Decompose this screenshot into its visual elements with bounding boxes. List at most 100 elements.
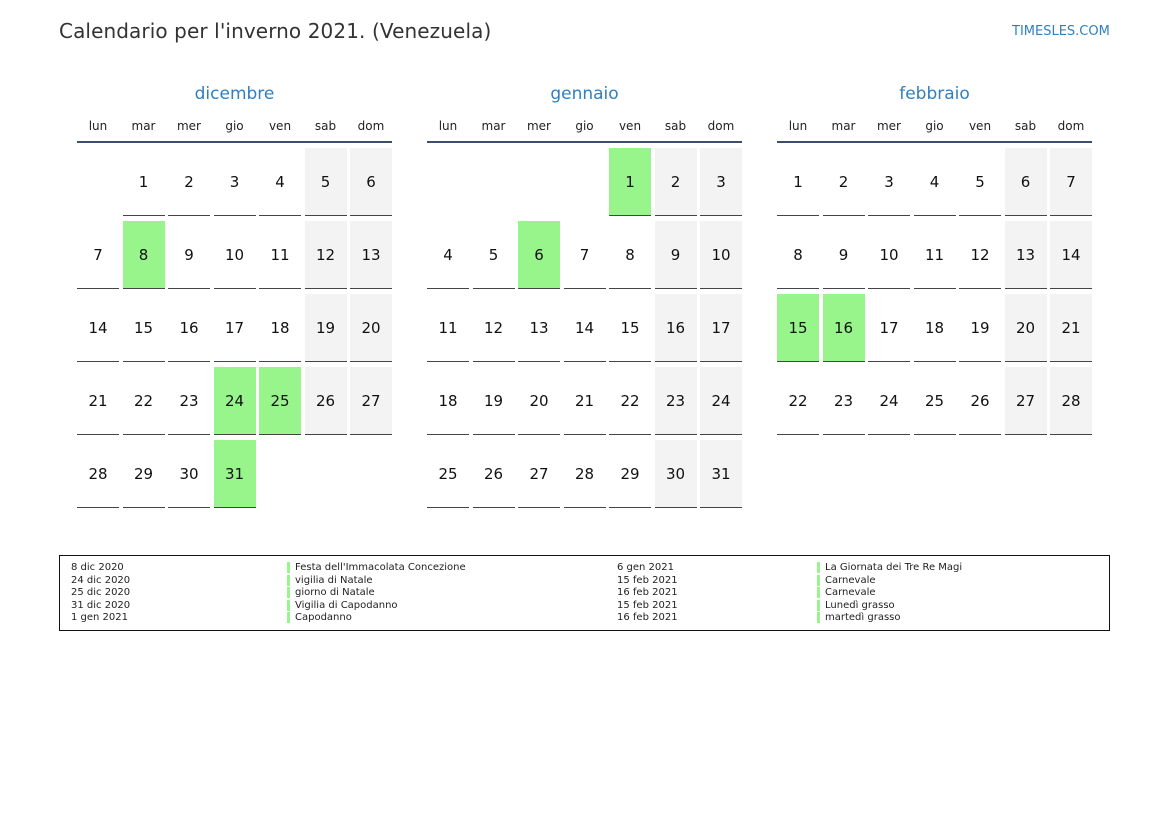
day-cell: 5	[472, 221, 515, 289]
month-name: dicembre	[194, 84, 275, 104]
weekday-label: dom	[707, 119, 735, 133]
day-cell: 26	[959, 367, 1001, 435]
day-cell: 15	[122, 294, 165, 362]
legend-holiday-name: martedì grasso	[825, 612, 901, 623]
weekday-label: dom	[357, 119, 385, 133]
weekday-label: mar	[481, 119, 506, 133]
weekday-label: ven	[268, 119, 292, 133]
day-cell: 16	[654, 294, 697, 362]
day-cell: 29	[122, 440, 165, 508]
day-cell: 1	[122, 148, 165, 216]
legend-holiday-marker	[817, 612, 820, 623]
legend-holiday-name: Carnevale	[825, 574, 876, 586]
legend-date: 16 feb 2021	[617, 587, 678, 598]
header-divider	[777, 141, 1092, 143]
legend-date: 15 feb 2021	[617, 574, 678, 586]
day-cell: 22	[777, 367, 819, 435]
legend-holiday-name: Capodanno	[295, 612, 352, 623]
day-cell: 3	[700, 148, 742, 216]
day-cell: 6	[1004, 148, 1047, 216]
legend-holiday-name: giorno di Natale	[295, 587, 375, 598]
weekday-header: lun mar mer gio ven sab dom	[427, 119, 742, 135]
day-cell: 7	[563, 221, 606, 289]
day-cell: 26	[304, 367, 347, 435]
day-cell: 2	[822, 148, 865, 216]
header-divider	[427, 141, 742, 143]
day-cell: 27	[518, 440, 560, 508]
day-cell: 18	[427, 367, 469, 435]
day-cell: 31	[700, 440, 742, 508]
legend-holiday-name: vigilia di Natale	[295, 574, 373, 586]
day-cell: 19	[959, 294, 1001, 362]
legend-date: 16 feb 2021	[617, 612, 678, 623]
day-cell: 12	[959, 221, 1001, 289]
weekday-label: gio	[225, 119, 244, 133]
weekday-label: sab	[314, 119, 337, 133]
day-cell: 4	[259, 148, 301, 216]
weekday-label: mar	[131, 119, 156, 133]
day-cell: 10	[213, 221, 256, 289]
legend-date: 25 dic 2020	[71, 587, 131, 598]
day-cell: 22	[609, 367, 651, 435]
day-cell: 17	[213, 294, 256, 362]
day-cell: 13	[518, 294, 560, 362]
day-cell: 11	[259, 221, 301, 289]
day-cell: 15	[609, 294, 651, 362]
legend-holiday-name: Festa dell'Immacolata Concezione	[295, 562, 466, 573]
brand-link[interactable]: TIMESLES.COM	[1012, 24, 1110, 39]
day-cell: 27	[1004, 367, 1047, 435]
holiday-day-cell: 8	[122, 221, 165, 289]
legend-date: 15 feb 2021	[617, 599, 678, 611]
day-cell: 9	[822, 221, 865, 289]
day-cell: 5	[959, 148, 1001, 216]
legend-holiday-marker	[287, 587, 290, 598]
month-name: febbraio	[899, 84, 970, 104]
day-cell: 29	[609, 440, 651, 508]
day-cell: 3	[868, 148, 910, 216]
legend-holiday-name: Lunedì grasso	[825, 599, 895, 611]
day-cell: 24	[700, 367, 742, 435]
day-cell: 19	[472, 367, 515, 435]
day-cell: 23	[822, 367, 865, 435]
day-cell: 2	[654, 148, 697, 216]
day-cell: 9	[168, 221, 210, 289]
day-cell: 16	[168, 294, 210, 362]
day-cell: 21	[1050, 294, 1092, 362]
weekday-label: sab	[664, 119, 687, 133]
day-cell: 30	[168, 440, 210, 508]
day-cell: 25	[427, 440, 469, 508]
day-cell: 14	[77, 294, 119, 362]
day-cell: 7	[77, 221, 119, 289]
day-cell: 30	[654, 440, 697, 508]
weekday-label: ven	[968, 119, 992, 133]
holiday-day-cell: 1	[609, 148, 651, 216]
day-cell: 18	[913, 294, 956, 362]
day-cell: 28	[77, 440, 119, 508]
day-cell: 7	[1050, 148, 1092, 216]
day-cell: 26	[472, 440, 515, 508]
legend-date: 1 gen 2021	[71, 612, 129, 623]
weekday-label: mar	[831, 119, 856, 133]
weekday-label: mer	[876, 119, 901, 133]
day-cell: 20	[1004, 294, 1047, 362]
legend-holiday-marker	[287, 562, 290, 573]
month-name: gennaio	[550, 84, 619, 104]
day-cell: 23	[168, 367, 210, 435]
day-cell: 21	[77, 367, 119, 435]
weekday-label: ven	[618, 119, 642, 133]
day-cell: 5	[304, 148, 347, 216]
day-cell: 19	[304, 294, 347, 362]
day-cell: 13	[1004, 221, 1047, 289]
holiday-day-cell: 6	[518, 221, 560, 289]
legend-holiday-marker	[287, 612, 290, 623]
legend-holiday-marker	[287, 574, 290, 586]
weekday-label: dom	[1057, 119, 1085, 133]
holiday-day-cell: 25	[259, 367, 301, 435]
weekday-label: lun	[788, 119, 808, 133]
holiday-day-cell: 16	[822, 294, 865, 362]
day-cell: 23	[654, 367, 697, 435]
legend-date: 6 gen 2021	[617, 562, 675, 573]
weekday-label: lun	[438, 119, 458, 133]
day-cell: 14	[1050, 221, 1092, 289]
legend-date: 24 dic 2020	[71, 574, 131, 586]
